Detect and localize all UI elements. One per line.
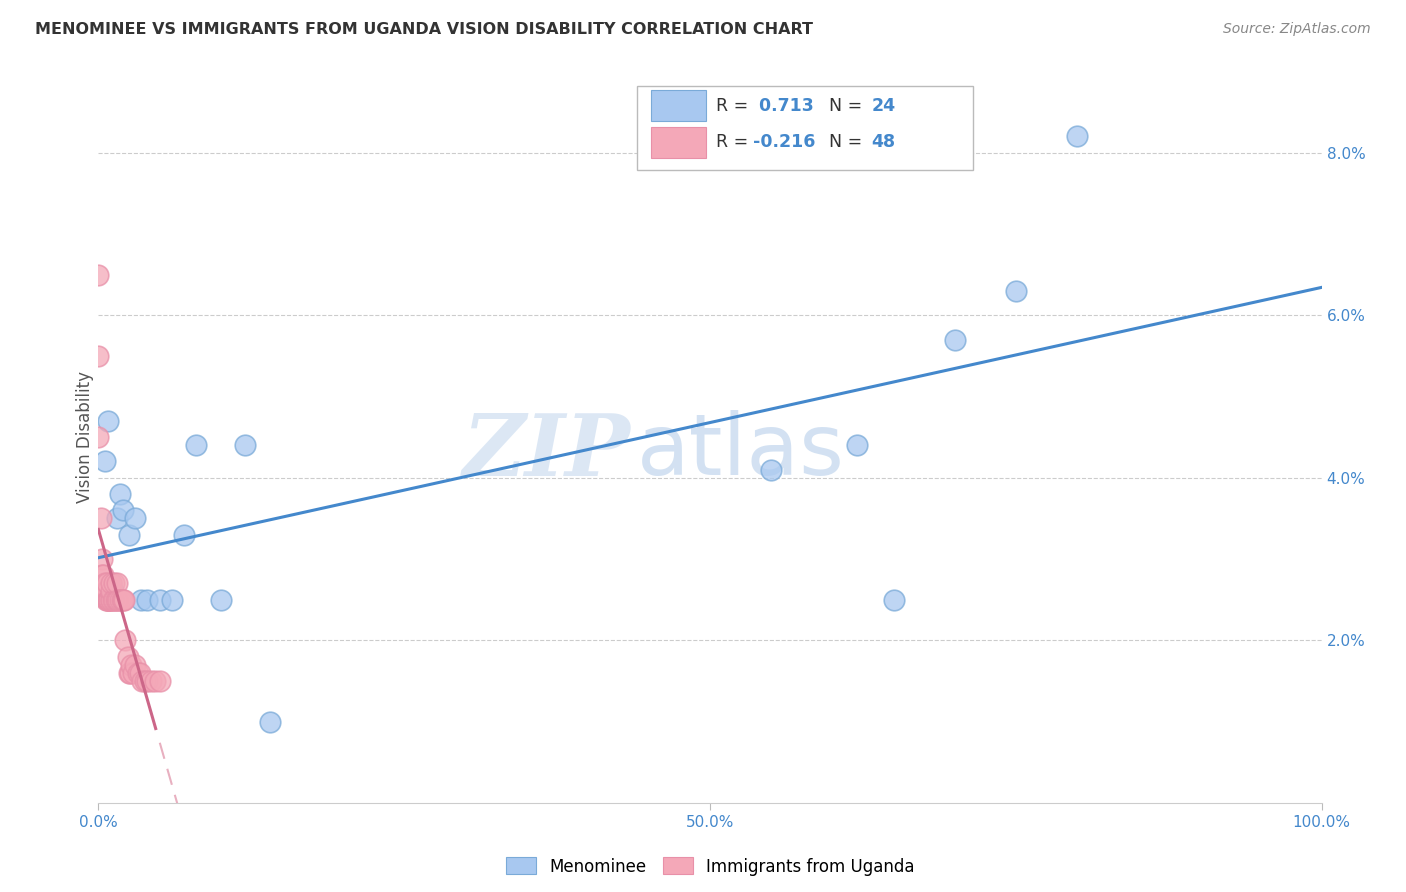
Point xyxy=(136,592,159,607)
Text: N =: N = xyxy=(818,96,868,115)
Text: MENOMINEE VS IMMIGRANTS FROM UGANDA VISION DISABILITY CORRELATION CHART: MENOMINEE VS IMMIGRANTS FROM UGANDA VISI… xyxy=(35,22,813,37)
Point xyxy=(94,592,117,607)
Point xyxy=(114,633,136,648)
Text: 48: 48 xyxy=(872,133,896,152)
Point xyxy=(1066,129,1088,144)
Point xyxy=(118,527,141,541)
Text: Source: ZipAtlas.com: Source: ZipAtlas.com xyxy=(1223,22,1371,37)
Point xyxy=(124,657,146,672)
Text: atlas: atlas xyxy=(637,410,845,493)
Point xyxy=(91,552,114,566)
Point xyxy=(93,584,115,599)
Point xyxy=(186,438,208,452)
Point xyxy=(160,592,183,607)
Point xyxy=(97,414,120,428)
Point xyxy=(107,592,129,607)
Point xyxy=(90,511,112,525)
Point xyxy=(120,657,142,672)
Point xyxy=(129,592,152,607)
Point xyxy=(91,568,114,582)
Y-axis label: Vision Disability: Vision Disability xyxy=(76,371,94,503)
Point xyxy=(136,673,159,688)
Point xyxy=(87,430,110,444)
Point xyxy=(139,673,162,688)
Point xyxy=(761,462,783,476)
Point xyxy=(111,592,134,607)
Point xyxy=(131,673,153,688)
Text: R =: R = xyxy=(716,96,754,115)
Point xyxy=(111,592,134,607)
Point xyxy=(105,576,128,591)
Point xyxy=(112,592,135,607)
Point xyxy=(100,584,122,599)
Point xyxy=(103,592,125,607)
Point xyxy=(94,584,117,599)
Point xyxy=(96,576,118,591)
Point xyxy=(127,665,149,680)
Point xyxy=(118,665,141,680)
Point xyxy=(173,527,195,541)
Point xyxy=(110,487,132,501)
Point xyxy=(96,584,118,599)
Text: ZIP: ZIP xyxy=(463,410,630,493)
Point xyxy=(149,673,172,688)
Point xyxy=(100,576,122,591)
Point xyxy=(209,592,232,607)
Point xyxy=(91,568,114,582)
Point xyxy=(121,665,143,680)
Point xyxy=(101,592,124,607)
FancyBboxPatch shape xyxy=(637,86,973,170)
Point xyxy=(111,503,134,517)
Point xyxy=(149,592,172,607)
Point xyxy=(120,665,142,680)
Point xyxy=(134,673,156,688)
Point xyxy=(93,576,115,591)
Point xyxy=(98,592,121,607)
Point xyxy=(103,576,125,591)
Point xyxy=(101,584,124,599)
FancyBboxPatch shape xyxy=(651,127,706,158)
Point xyxy=(883,592,905,607)
Point xyxy=(259,714,281,729)
Point xyxy=(98,592,121,607)
Point xyxy=(104,592,127,607)
Point xyxy=(124,511,146,525)
Point xyxy=(105,592,128,607)
Point xyxy=(110,592,132,607)
Point xyxy=(143,673,166,688)
Point xyxy=(129,665,152,680)
Point xyxy=(87,268,110,282)
Text: 0.713: 0.713 xyxy=(752,96,814,115)
Point xyxy=(96,592,118,607)
Text: 24: 24 xyxy=(872,96,896,115)
Point xyxy=(1004,284,1026,298)
Point xyxy=(97,592,120,607)
FancyBboxPatch shape xyxy=(651,90,706,121)
Point xyxy=(97,592,120,607)
Point xyxy=(117,649,139,664)
Text: -0.216: -0.216 xyxy=(752,133,815,152)
Point xyxy=(943,333,966,347)
Text: N =: N = xyxy=(818,133,868,152)
Point xyxy=(100,576,122,591)
Point xyxy=(100,592,122,607)
Legend: Menominee, Immigrants from Uganda: Menominee, Immigrants from Uganda xyxy=(499,851,921,882)
Point xyxy=(100,592,122,607)
Point xyxy=(105,511,128,525)
Text: R =: R = xyxy=(716,133,754,152)
Point xyxy=(93,454,115,468)
Point xyxy=(87,349,110,363)
Point xyxy=(845,438,868,452)
Point xyxy=(233,438,256,452)
